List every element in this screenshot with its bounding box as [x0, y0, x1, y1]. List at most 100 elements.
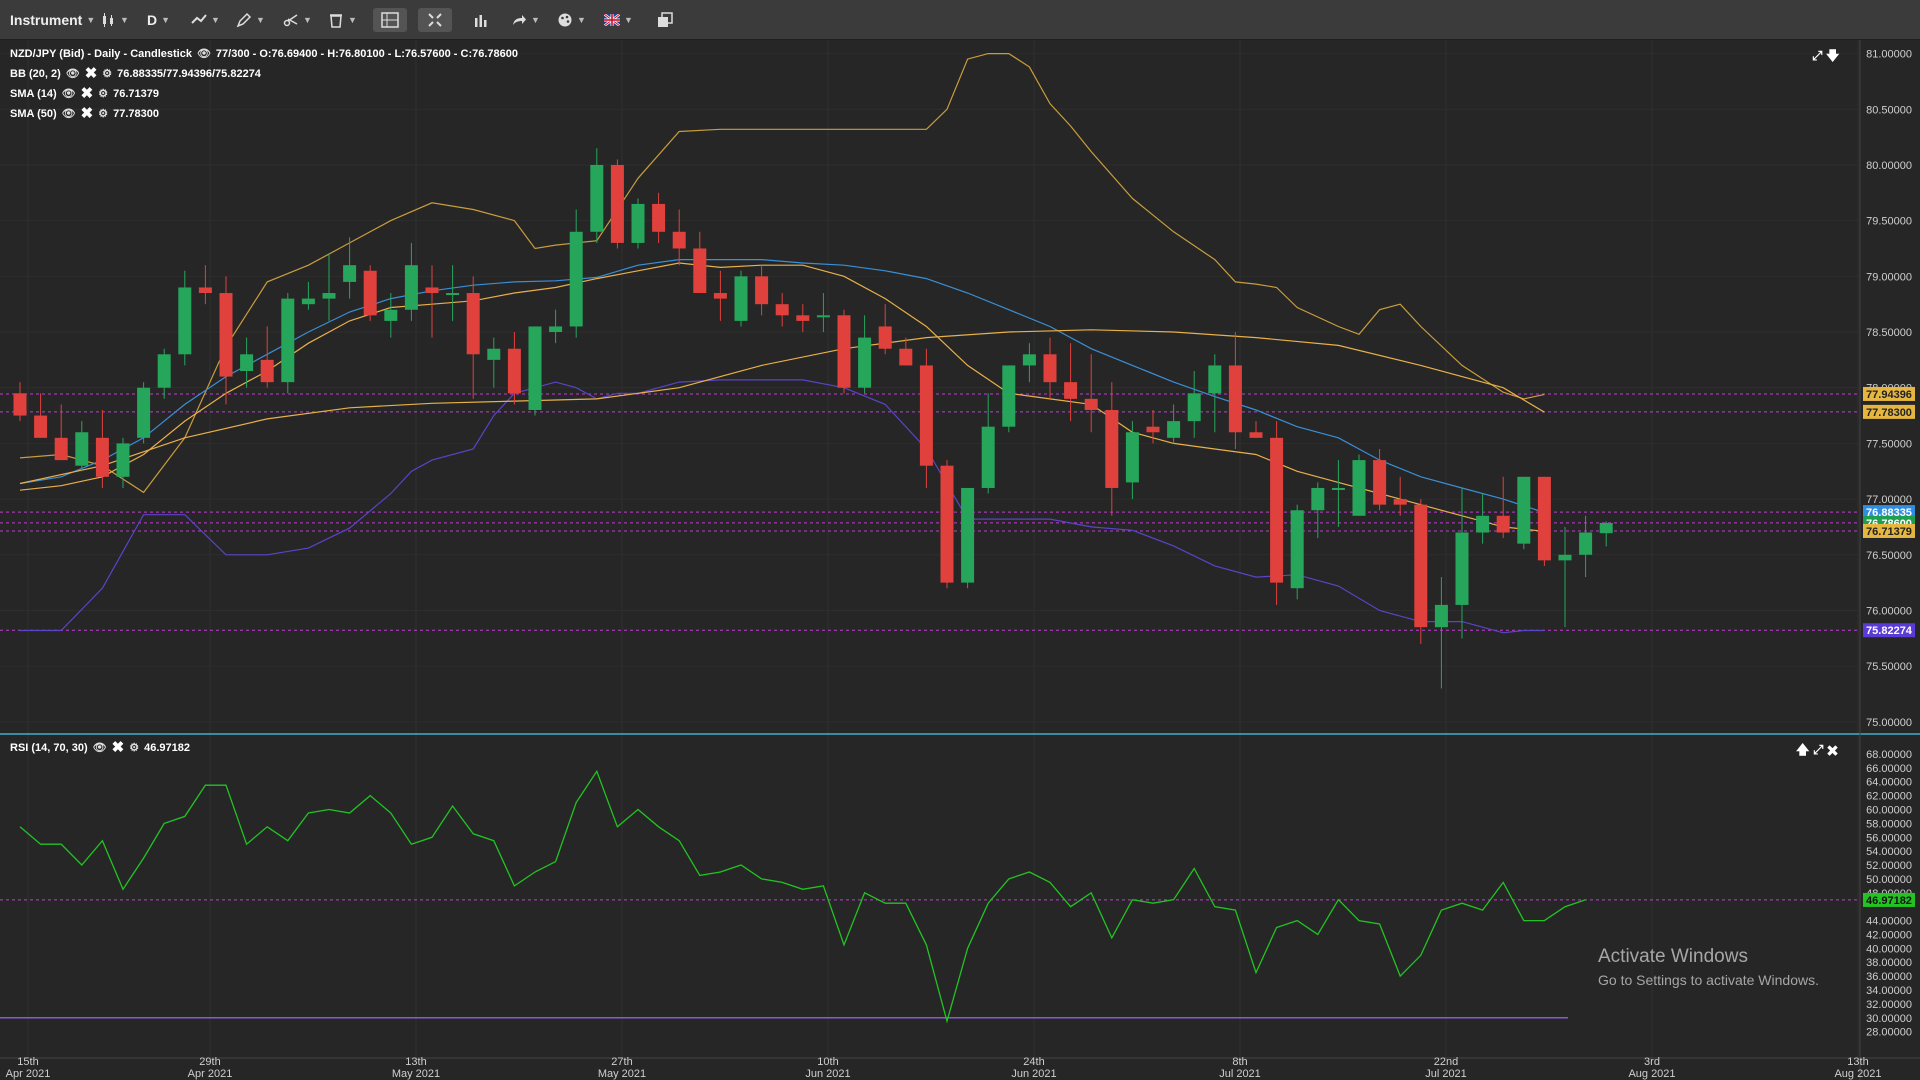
candle-body: [198, 287, 212, 294]
date-month-label: Jul 2021: [1219, 1068, 1261, 1080]
price-tick-label: 75.50000: [1866, 661, 1912, 673]
candle-body: [1290, 510, 1304, 589]
date-month-label: May 2021: [598, 1068, 646, 1080]
gear-icon[interactable]: ⚙: [102, 68, 113, 80]
gear-icon[interactable]: ⚙: [98, 108, 109, 120]
close-icon[interactable]: ✖: [111, 739, 125, 756]
fit-screen-button[interactable]: [418, 8, 452, 32]
rsi-pane-controls: 🡅 ⤢ ✖: [1796, 741, 1838, 763]
candle-body: [137, 387, 151, 438]
chevron-down-icon: ▼: [577, 15, 586, 25]
date-day-label: 10th: [817, 1056, 838, 1068]
candle-body: [1208, 365, 1222, 394]
candle-body: [1496, 515, 1510, 533]
candle-body: [240, 354, 254, 372]
candle-body: [796, 315, 810, 321]
candle-body: [919, 365, 933, 466]
close-icon[interactable]: ✖: [84, 65, 98, 82]
candle-body: [652, 203, 666, 232]
gear-icon[interactable]: ⚙: [98, 88, 109, 100]
candle-body: [1084, 398, 1098, 410]
rsi-tick-label: 34.00000: [1866, 985, 1912, 997]
theme-dropdown[interactable]: ▼: [557, 8, 586, 32]
maximize-icon[interactable]: ⤢: [1813, 742, 1824, 757]
rsi-tick-label: 28.00000: [1866, 1027, 1912, 1039]
chart-area[interactable]: 81.00000 80.50000 80.00000 79.50000 79.00000…: [0, 40, 1920, 1080]
price-tag: [1863, 404, 1915, 419]
candle-body: [775, 304, 789, 316]
candle-body: [1517, 476, 1531, 544]
date-day-label: 24th: [1023, 1056, 1044, 1068]
rsi-tick-label: 56.00000: [1866, 832, 1912, 844]
legend-rsi-label: RSI (14, 70, 30): [10, 741, 88, 754]
candle-body: [13, 393, 27, 416]
close-icon[interactable]: ✖: [80, 105, 94, 122]
period-dropdown[interactable]: D ▼: [147, 8, 170, 32]
candle-body: [940, 465, 954, 583]
instrument-dropdown[interactable]: Instrument ▼: [10, 8, 95, 32]
price-tick-label: 77.00000: [1866, 494, 1912, 506]
date-day-label: 22nd: [1434, 1056, 1458, 1068]
candle-body: [1125, 432, 1139, 483]
indicators-button[interactable]: [473, 8, 489, 32]
fib-tool-dropdown[interactable]: ▼: [283, 8, 312, 32]
candle-body: [219, 293, 233, 377]
candle-body: [1537, 476, 1551, 561]
palette-icon: [558, 13, 572, 27]
candle-body: [1599, 522, 1613, 534]
eye-icon[interactable]: 👁: [61, 108, 76, 120]
close-pane-icon[interactable]: ✖: [1827, 742, 1839, 757]
date-day-label: 29th: [199, 1056, 220, 1068]
price-tag: [1863, 623, 1915, 638]
chart-type-dropdown[interactable]: ▼: [100, 8, 129, 32]
price-tick-label: 80.00000: [1866, 160, 1912, 172]
candle-body: [1249, 432, 1263, 438]
candle-body: [487, 348, 501, 360]
move-up-icon[interactable]: 🡅: [1796, 742, 1810, 757]
delete-tool-dropdown[interactable]: ▼: [328, 8, 357, 32]
rsi-tick-label: 54.00000: [1866, 846, 1912, 858]
line-tool-dropdown[interactable]: ▼: [191, 8, 220, 32]
eye-icon[interactable]: 👁: [61, 88, 76, 100]
fit-screen-icon: [428, 13, 442, 27]
candle-body: [322, 293, 336, 299]
candle-body: [610, 164, 624, 243]
price-tag-label: 77.94396: [1866, 389, 1912, 401]
rsi-tick-label: 40.00000: [1866, 943, 1912, 955]
bollinger-bands: [19, 53, 1545, 634]
candle-body: [1167, 421, 1181, 438]
eye-icon[interactable]: 👁: [65, 68, 80, 80]
legend-bb-values: 76.88335/77.94396/75.82274: [117, 67, 261, 80]
price-tag: [1863, 523, 1915, 538]
gear-icon[interactable]: ⚙: [129, 742, 140, 754]
candle-body: [755, 276, 769, 305]
chevron-down-icon: ▼: [303, 15, 312, 25]
rsi-line: [19, 769, 1586, 1024]
language-dropdown[interactable]: ▼: [604, 8, 633, 32]
bar-chart-icon: [475, 15, 487, 27]
eye-icon[interactable]: 👁: [92, 742, 107, 754]
price-tag: [1863, 505, 1915, 520]
uk-flag-icon: [604, 14, 620, 26]
draw-tool-dropdown[interactable]: ▼: [236, 8, 265, 32]
popout-button[interactable]: [657, 8, 673, 32]
rsi-tick-label: 30.00000: [1866, 1013, 1912, 1025]
line-tool-icon: [191, 14, 207, 24]
rsi-tick-label: 66.00000: [1866, 763, 1912, 775]
date-month-label: Jun 2021: [1011, 1068, 1056, 1080]
candle-body: [1311, 487, 1325, 511]
candle-body: [672, 231, 686, 249]
layout-button[interactable]: [373, 8, 407, 32]
maximize-icon[interactable]: ⤢: [1812, 48, 1823, 63]
close-icon[interactable]: ✖: [80, 85, 94, 102]
move-down-icon[interactable]: 🡇: [1826, 48, 1840, 63]
rsi-tick-label: 68.00000: [1866, 749, 1912, 761]
chevron-down-icon: ▼: [120, 15, 129, 25]
candle-body: [1393, 499, 1407, 505]
share-dropdown[interactable]: ▼: [511, 8, 540, 32]
eye-icon[interactable]: 👁: [196, 48, 211, 60]
candle-body: [363, 270, 377, 316]
chevron-down-icon: ▼: [348, 15, 357, 25]
candle-body: [425, 287, 439, 294]
legend-sma50-value: 77.78300: [113, 107, 159, 120]
